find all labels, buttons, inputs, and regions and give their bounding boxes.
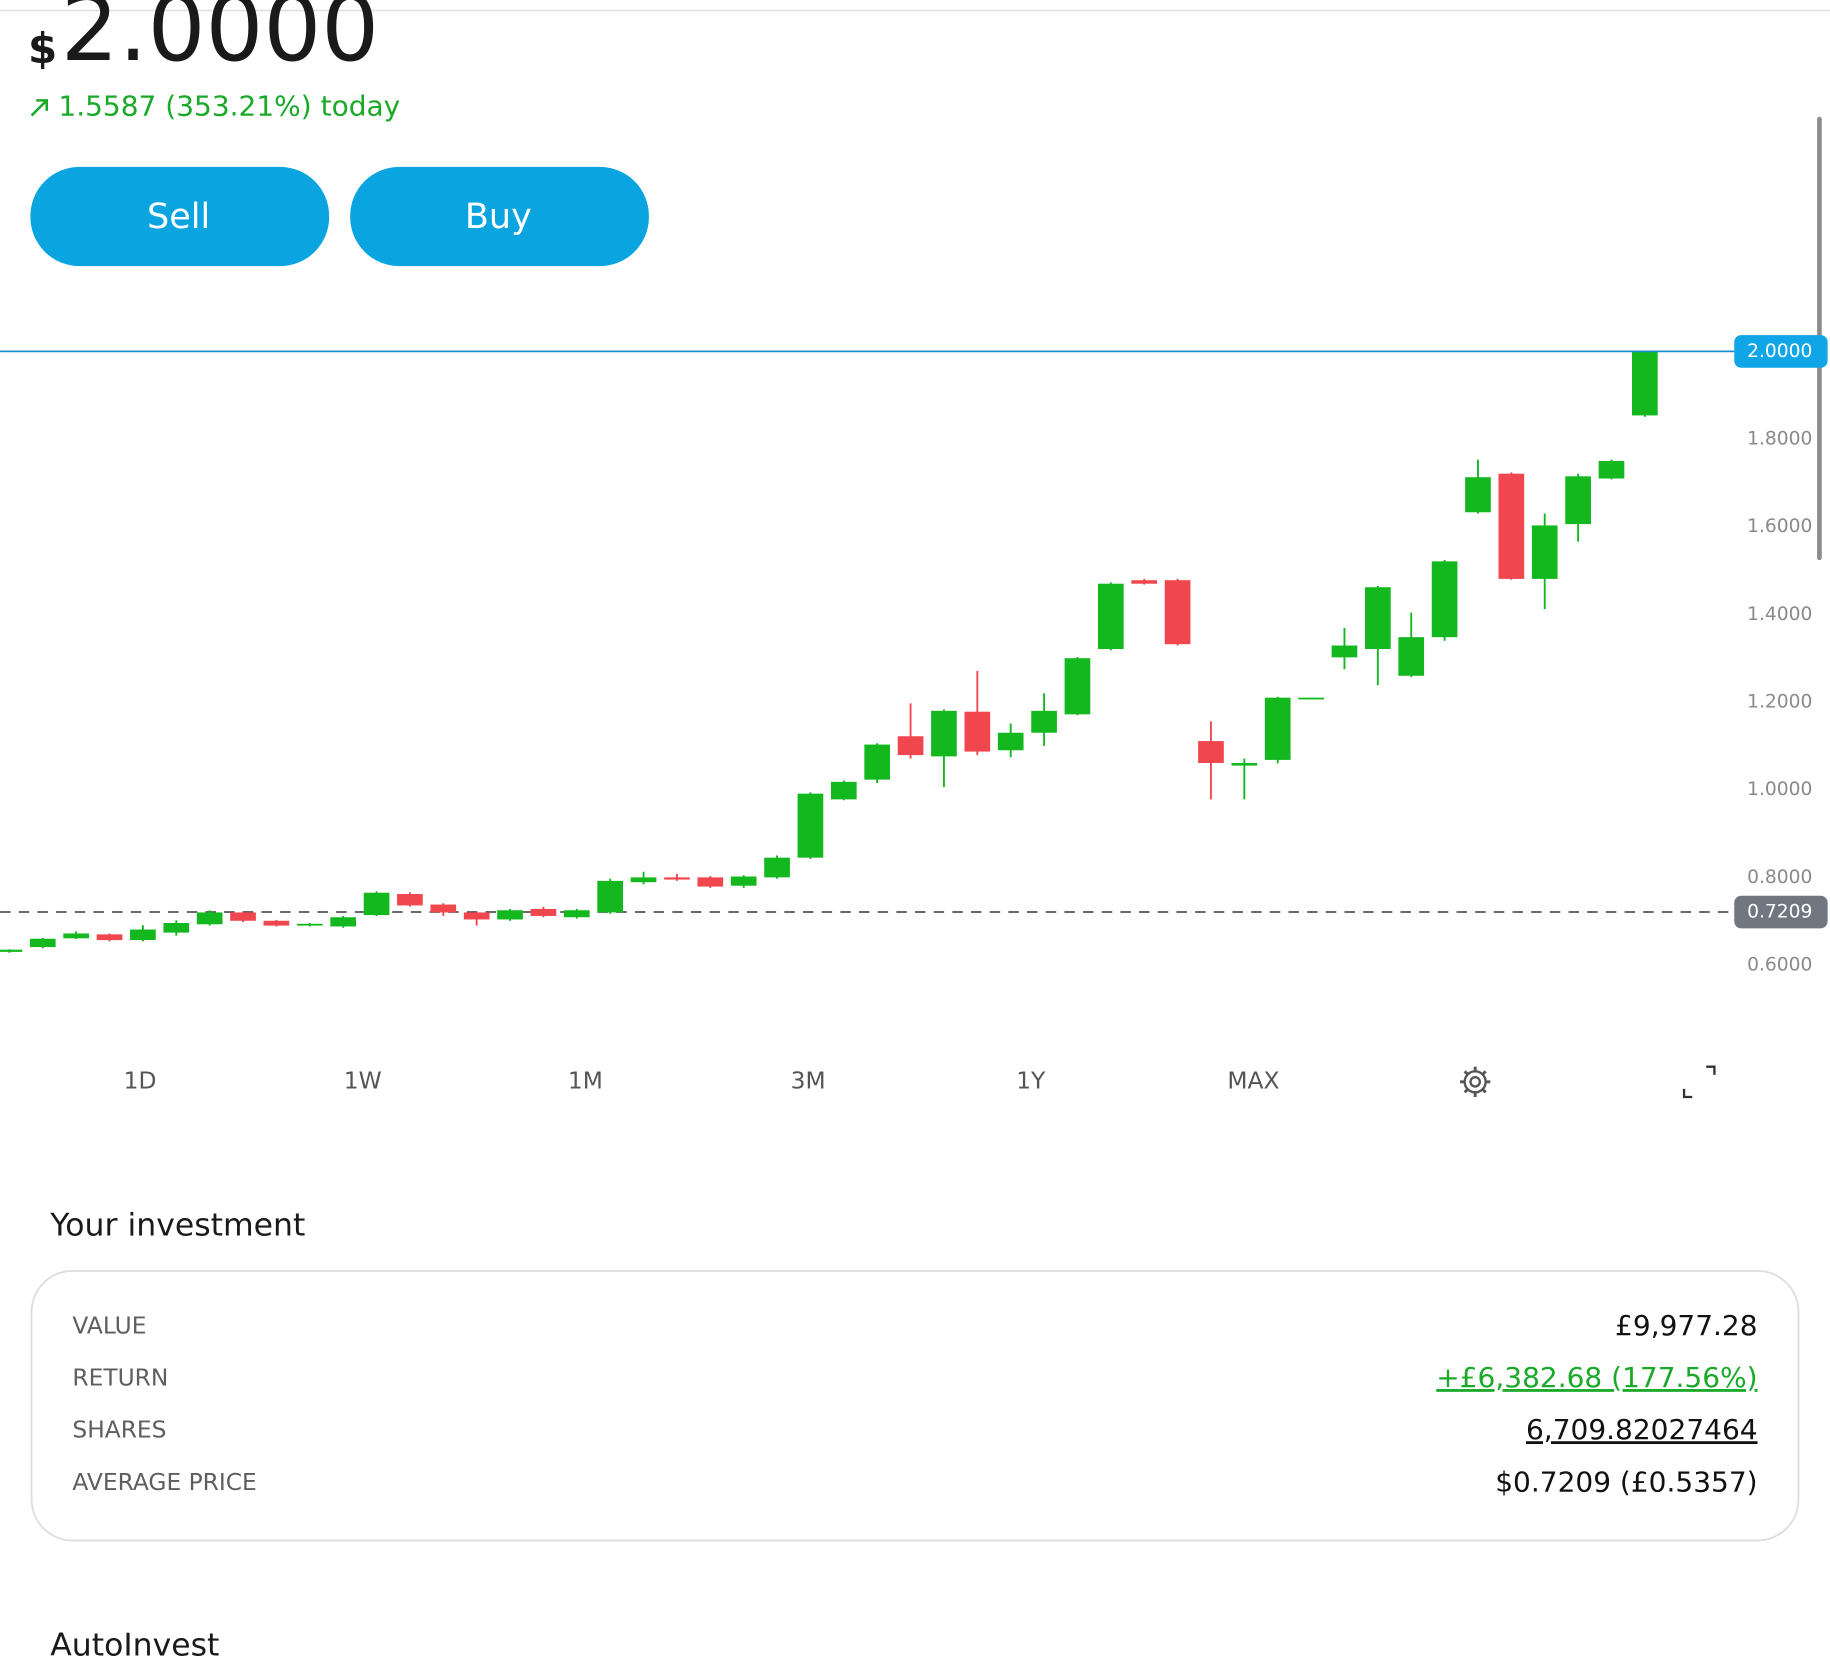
gear-hub <box>1469 1075 1482 1088</box>
timeframe-option[interactable]: 1D <box>124 1066 157 1094</box>
candle-body <box>563 910 590 918</box>
candle-body <box>1531 525 1558 579</box>
candle-body <box>130 929 156 941</box>
candle-body <box>864 744 891 780</box>
candle-body <box>730 876 757 886</box>
candle-body <box>630 877 657 883</box>
candle-body <box>96 934 123 941</box>
candle-body <box>1298 697 1324 700</box>
current-price-badge <box>1734 335 1828 368</box>
candle-body <box>664 877 690 880</box>
up-arrow-icon <box>30 99 49 117</box>
timeframe-option[interactable]: 1M <box>568 1066 603 1094</box>
candle-body <box>797 793 824 858</box>
candle-body <box>1131 580 1158 584</box>
sell-button[interactable] <box>30 166 330 267</box>
y-tick-label: 0.8000 <box>1747 867 1812 888</box>
candle-body <box>29 938 56 948</box>
candle-body <box>1565 476 1591 525</box>
candle-body <box>830 781 857 800</box>
row-label: RETURN <box>72 1364 168 1392</box>
current-price-label: 2.0000 <box>1747 341 1812 362</box>
buy-button[interactable] <box>350 166 649 267</box>
candle-body <box>1431 561 1458 638</box>
gear-ring <box>1463 1070 1487 1094</box>
average-price-badge <box>1734 895 1828 929</box>
candle-body <box>1064 658 1091 715</box>
candle-body <box>296 923 323 926</box>
candle-body <box>363 892 390 916</box>
candle-body <box>1465 477 1491 513</box>
investment-rows: VALUE £9,977.28 RETURN +£6,382.68 (177.56%)… <box>72 1309 1757 1498</box>
buy-button-label[interactable]: Buy <box>465 197 532 237</box>
sell-button-label[interactable]: Sell <box>147 197 210 237</box>
candle-body <box>0 949 23 952</box>
candle-body <box>1598 460 1625 479</box>
row-label: VALUE <box>72 1311 146 1339</box>
price-change: 1.5587 (353.21%) today <box>58 89 400 122</box>
candle-body <box>1498 473 1525 579</box>
timeframe-selector: 1D 1W 1M 3M 1Y MAX <box>124 1066 1280 1094</box>
investment-card <box>30 1270 1800 1542</box>
candle-body <box>897 736 924 756</box>
candle-body <box>263 920 290 926</box>
candle-body <box>1331 645 1358 658</box>
row-value: £9,977.28 <box>1615 1309 1758 1342</box>
candle-body <box>697 877 724 887</box>
average-price-label: 0.7209 <box>1747 902 1812 923</box>
candle-body <box>63 933 89 939</box>
candle-body <box>1097 583 1124 650</box>
current-price: 2.0000 <box>61 0 379 82</box>
candle-body <box>1164 580 1191 645</box>
candle-body <box>1398 637 1425 676</box>
candle-body <box>997 732 1024 751</box>
y-tick-label: 1.2000 <box>1747 692 1812 713</box>
candle-body <box>964 711 991 752</box>
candle-body <box>597 880 624 913</box>
y-tick-label: 1.8000 <box>1747 429 1812 450</box>
section-title: AutoInvest <box>50 1628 219 1664</box>
candle-body <box>463 912 490 920</box>
candle-body <box>1365 587 1391 650</box>
candlestick-chart: 0.6000 0.8000 1.0000 1.2000 1.4000 1.6000 1.80… <box>0 335 1828 976</box>
candle-body <box>497 910 523 920</box>
y-tick-label: 1.0000 <box>1747 779 1812 800</box>
y-tick-label: 1.4000 <box>1747 604 1812 625</box>
candle-body <box>764 857 790 878</box>
candle-body <box>330 917 356 927</box>
gear-teeth <box>1459 1066 1491 1097</box>
timeframe-option[interactable]: MAX <box>1227 1066 1279 1094</box>
fullscreen-icon[interactable] <box>1682 1065 1716 1099</box>
candle-body <box>230 912 256 921</box>
candle-body <box>1198 741 1224 763</box>
row-label: AVERAGE PRICE <box>72 1468 256 1496</box>
row-value[interactable]: 6,709.82027464 <box>1526 1413 1758 1446</box>
candle-body <box>163 922 190 933</box>
candle-body <box>430 904 457 913</box>
candle-body <box>530 908 557 916</box>
candle-body <box>931 710 957 757</box>
candle-body <box>1031 710 1057 733</box>
y-tick-label: 1.6000 <box>1747 516 1812 537</box>
settings-icon[interactable] <box>1459 1066 1491 1097</box>
candle-body <box>1231 762 1258 766</box>
candle-body <box>196 912 223 925</box>
row-value: $0.7209 (£0.5357) <box>1495 1465 1757 1498</box>
currency-symbol: $ <box>28 24 57 73</box>
row-label: SHARES <box>72 1416 166 1444</box>
candle-body <box>1632 351 1658 416</box>
row-value[interactable]: +£6,382.68 (177.56%) <box>1436 1361 1757 1394</box>
y-tick-label: 0.6000 <box>1747 955 1812 976</box>
section-title: Your investment <box>49 1208 305 1244</box>
timeframe-option[interactable]: 1W <box>344 1066 382 1094</box>
candle-body <box>397 894 423 906</box>
candle-body <box>1264 697 1291 760</box>
timeframe-option[interactable]: 1Y <box>1016 1066 1046 1094</box>
timeframe-option[interactable]: 3M <box>791 1066 826 1094</box>
